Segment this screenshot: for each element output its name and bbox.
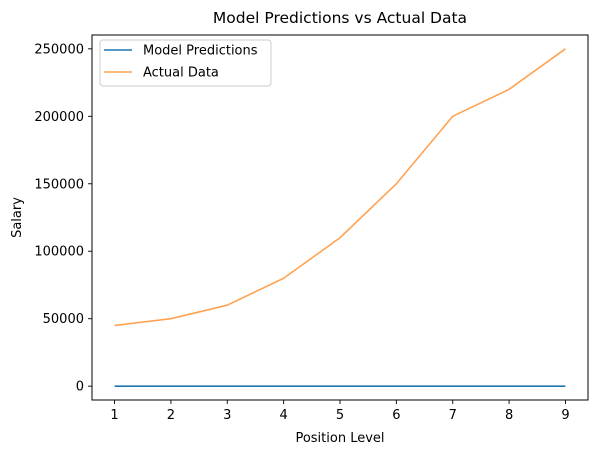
axes-frame: [91, 34, 589, 401]
x-tick-label: 1: [110, 408, 118, 423]
x-tick-label: 7: [449, 408, 457, 423]
x-tick-label: 9: [561, 408, 569, 423]
legend-box: [99, 39, 272, 87]
x-axis: 1 2 3 4 5 6 7 8 9: [110, 400, 570, 423]
x-axis-label: Position Level: [295, 431, 384, 446]
y-tick-label: 100000: [34, 245, 84, 260]
x-tick-label: 4: [279, 408, 287, 423]
y-tick-label: 0: [76, 380, 84, 395]
legend-label: Actual Data: [143, 66, 219, 81]
x-tick-label: 8: [505, 408, 513, 423]
x-tick-label: 3: [223, 408, 231, 423]
chart-title: Model Predictions vs Actual Data: [213, 9, 467, 27]
x-tick-label: 6: [392, 408, 400, 423]
legend: Model Predictions Actual Data: [99, 39, 272, 87]
y-tick-label: 200000: [34, 110, 84, 125]
y-axis: 0 50000 100000 150000 200000 250000: [34, 42, 92, 395]
y-tick-label: 50000: [43, 312, 84, 327]
x-tick-label: 2: [167, 408, 175, 423]
legend-label: Model Predictions: [143, 44, 258, 59]
y-axis-label: Salary: [10, 197, 25, 238]
plot-area: [114, 48, 566, 387]
y-tick-label: 150000: [34, 177, 84, 192]
series-line-actual-data: [114, 48, 566, 327]
x-tick-label: 5: [336, 408, 344, 423]
y-tick-label: 250000: [34, 42, 84, 57]
